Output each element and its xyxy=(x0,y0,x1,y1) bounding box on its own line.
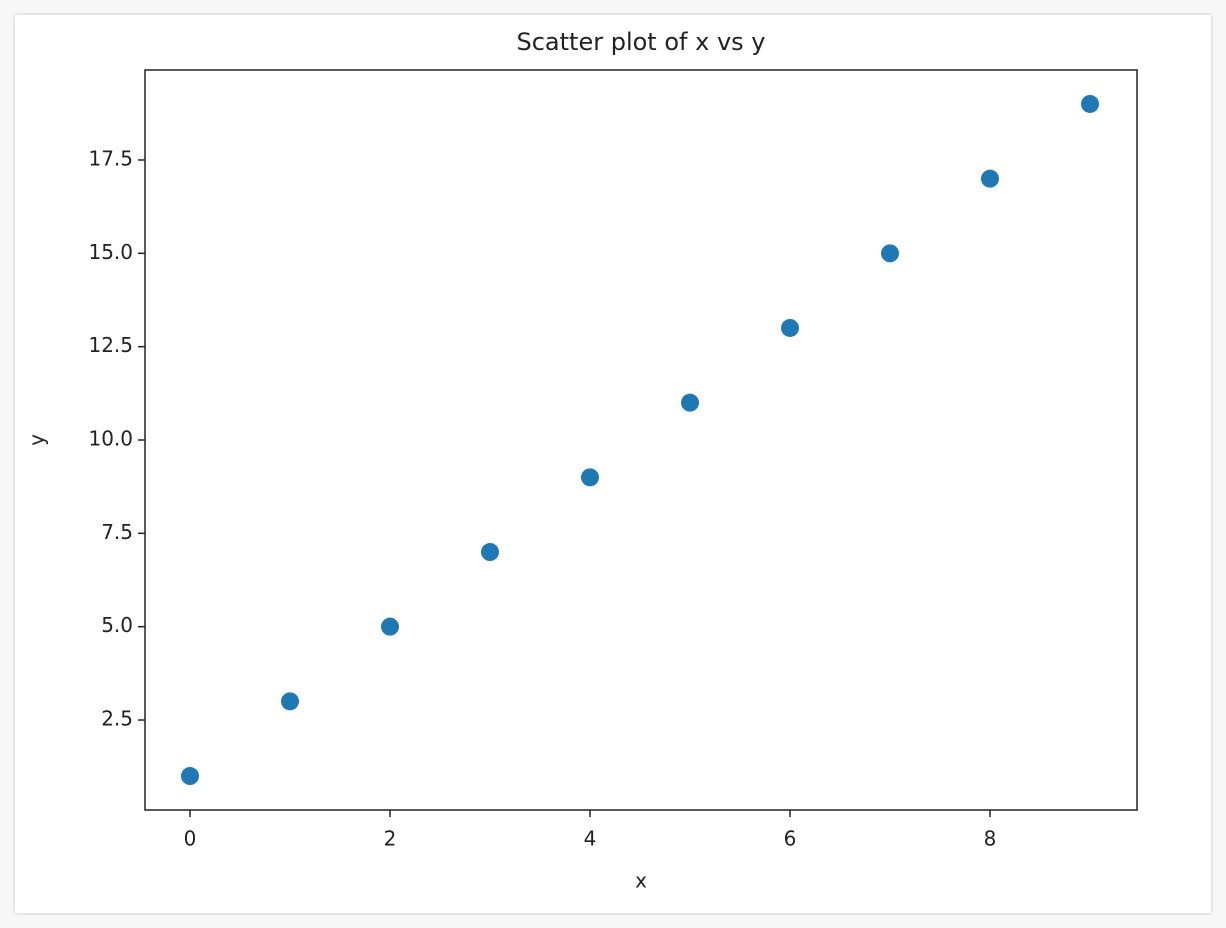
x-axis-label: x xyxy=(635,869,647,893)
y-tick-label: 15.0 xyxy=(88,240,133,264)
chart-title: Scatter plot of x vs y xyxy=(517,28,766,56)
y-tick-label: 2.5 xyxy=(101,707,133,731)
y-tick-label: 12.5 xyxy=(88,333,133,357)
x-tick-label: 4 xyxy=(584,827,597,851)
plot-frame xyxy=(144,69,1138,811)
x-tick-label: 2 xyxy=(384,827,397,851)
point xyxy=(481,543,499,562)
y-tick-label: 5.0 xyxy=(101,613,133,637)
x-tick-label: 6 xyxy=(784,827,797,851)
point xyxy=(581,468,599,487)
point xyxy=(1081,94,1099,113)
y-tick-label: 10.0 xyxy=(88,427,133,451)
point xyxy=(881,244,899,263)
x-tick-label: 0 xyxy=(184,827,197,851)
y-tick-label: 7.5 xyxy=(101,520,133,544)
point xyxy=(181,767,199,786)
point xyxy=(281,692,299,711)
point xyxy=(381,617,399,636)
point xyxy=(981,169,999,188)
point xyxy=(781,318,799,337)
x-tick-label: 8 xyxy=(984,827,997,851)
y-axis-label: y xyxy=(25,434,49,446)
y-tick-label: 17.5 xyxy=(88,146,133,170)
card xyxy=(15,15,1211,913)
point xyxy=(681,393,699,412)
